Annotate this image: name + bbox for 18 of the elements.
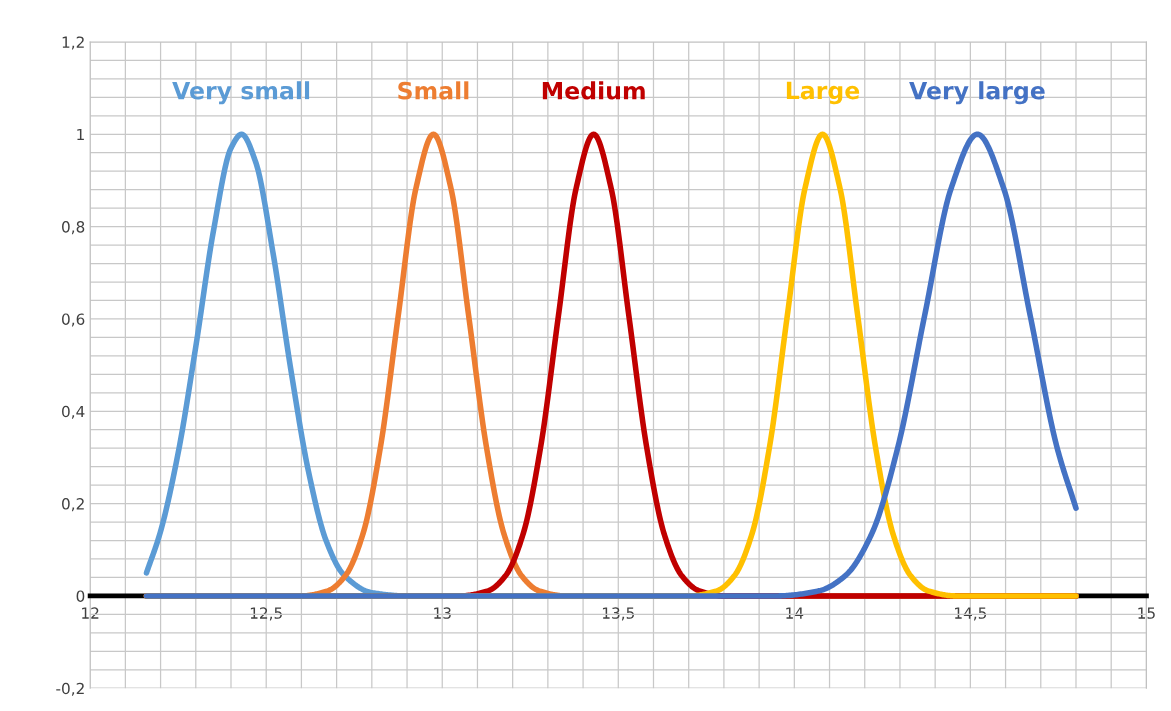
y-tick-label: 0,6 <box>62 313 85 327</box>
x-tick-label: 13 <box>434 607 451 619</box>
y-tick-label: 0,2 <box>62 498 84 512</box>
y-tick-label: 0,4 <box>62 405 85 419</box>
x-tick-label: 13,5 <box>602 607 634 621</box>
series-label: Very large <box>909 81 1045 105</box>
series-label: Small <box>398 81 469 100</box>
series-label: Medium <box>542 81 645 100</box>
y-tick-label: -0,2 <box>56 682 84 696</box>
x-tick-label: 12,5 <box>250 607 282 621</box>
x-tick-label: 15 <box>1138 607 1155 619</box>
y-tick-label: 0 <box>76 590 85 602</box>
x-tick-label: 12 <box>82 607 99 619</box>
y-tick-label: 0,8 <box>62 221 85 235</box>
series-label: Very small <box>172 81 310 105</box>
y-tick-label: 1,2 <box>62 36 84 50</box>
series-label: Large <box>786 81 860 105</box>
y-tick-label: 1 <box>77 128 84 141</box>
